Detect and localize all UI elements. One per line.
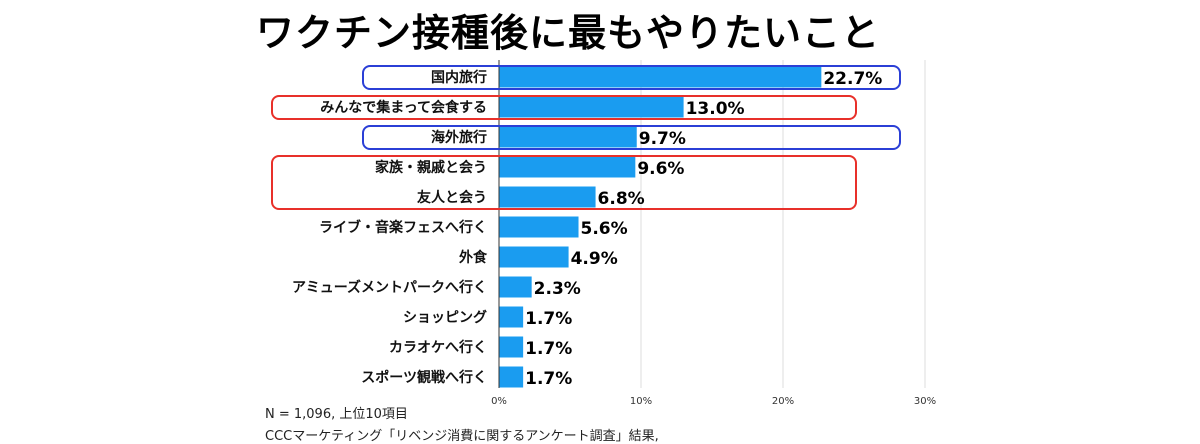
value-label: 9.6%: [637, 159, 684, 179]
bar: [499, 246, 569, 268]
value-label: 4.9%: [571, 249, 618, 269]
bar: [499, 186, 596, 208]
category-label: 家族・親戚と会う: [375, 159, 487, 176]
bar: [499, 156, 636, 178]
x-tick-label: 30%: [914, 396, 936, 407]
x-tick-label: 10%: [630, 396, 652, 407]
bar: [499, 66, 822, 88]
category-label: ライブ・音楽フェスへ行く: [319, 219, 487, 236]
value-label: 2.3%: [534, 279, 581, 299]
bar: [499, 336, 524, 358]
bar: [499, 276, 532, 298]
category-label: 外食: [459, 249, 488, 266]
bar: [499, 126, 637, 148]
highlight-frame: [271, 95, 857, 120]
value-label: 5.6%: [581, 219, 628, 239]
value-label: 1.7%: [525, 369, 572, 389]
category-label: 友人と会う: [417, 189, 487, 206]
value-label: 1.7%: [525, 309, 572, 329]
value-label: 6.8%: [598, 189, 645, 209]
highlight-frame: [362, 125, 901, 150]
bar: [499, 216, 579, 238]
bar: [499, 306, 524, 328]
value-label: 1.7%: [525, 339, 572, 359]
category-label: ショッピング: [403, 309, 487, 326]
category-label: 国内旅行: [431, 69, 487, 86]
category-label: スポーツ観戦へ行く: [361, 369, 487, 386]
category-label: アミューズメントパークへ行く: [292, 279, 487, 296]
source-note: CCCマーケティング「リベンジ消費に関するアンケート調査」結果,: [265, 429, 659, 444]
value-label: 22.7%: [823, 69, 882, 89]
x-tick-label: 0%: [491, 396, 507, 407]
value-label: 9.7%: [639, 129, 686, 149]
category-label: 海外旅行: [431, 129, 487, 146]
bar: [499, 366, 524, 388]
chart-title: ワクチン接種後に最もやりたいこと: [255, 11, 880, 55]
sample-note: N = 1,096, 上位10項目: [265, 407, 408, 422]
category-label: カラオケへ行く: [389, 339, 487, 356]
x-tick-label: 20%: [772, 396, 794, 407]
category-label: みんなで集まって会食する: [320, 99, 487, 116]
value-label: 13.0%: [686, 99, 745, 119]
highlight-frame: [271, 155, 857, 210]
highlight-frame: [362, 65, 901, 90]
bar: [499, 96, 684, 118]
